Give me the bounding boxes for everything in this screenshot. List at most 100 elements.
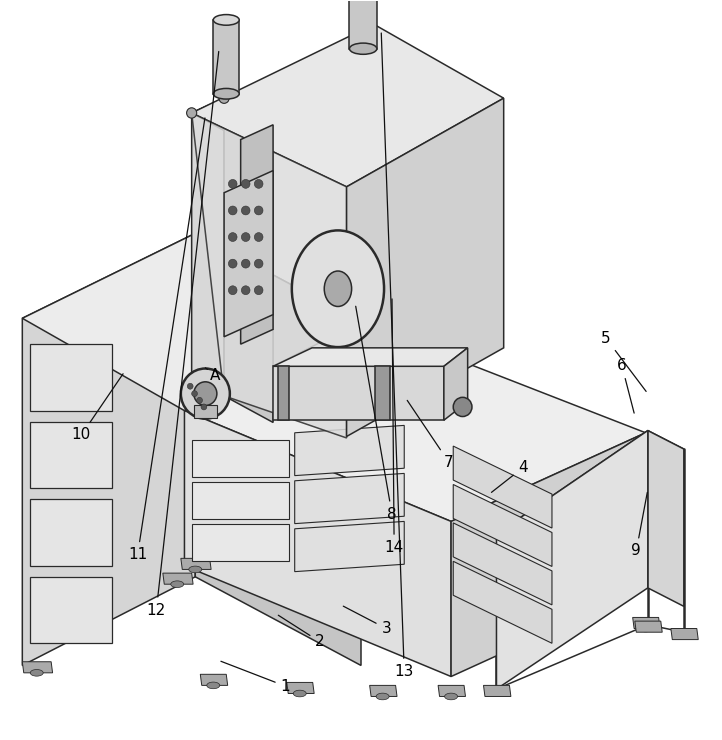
Circle shape: [254, 259, 263, 268]
Circle shape: [254, 179, 263, 188]
Circle shape: [241, 179, 250, 188]
Ellipse shape: [206, 682, 219, 689]
Polygon shape: [287, 682, 314, 693]
Ellipse shape: [376, 693, 389, 700]
Circle shape: [228, 232, 237, 241]
Polygon shape: [632, 617, 660, 628]
Polygon shape: [30, 500, 113, 566]
Circle shape: [228, 179, 237, 188]
Polygon shape: [224, 98, 273, 423]
Circle shape: [180, 369, 230, 419]
Polygon shape: [200, 674, 227, 685]
Polygon shape: [295, 474, 404, 524]
Text: 9: 9: [632, 492, 648, 559]
Polygon shape: [30, 344, 113, 411]
Text: 12: 12: [147, 52, 219, 618]
Polygon shape: [213, 20, 239, 94]
Polygon shape: [451, 433, 645, 676]
Text: 2: 2: [278, 615, 325, 649]
Text: 7: 7: [407, 400, 453, 470]
Polygon shape: [195, 233, 361, 665]
Polygon shape: [453, 485, 552, 567]
Text: 6: 6: [617, 358, 634, 413]
Ellipse shape: [349, 43, 377, 54]
Circle shape: [241, 286, 250, 295]
Text: 14: 14: [385, 299, 404, 555]
Polygon shape: [184, 411, 451, 676]
Polygon shape: [191, 24, 504, 186]
Polygon shape: [273, 366, 444, 420]
Polygon shape: [224, 171, 273, 337]
Circle shape: [191, 391, 197, 397]
Polygon shape: [278, 366, 289, 420]
Polygon shape: [295, 425, 404, 476]
Polygon shape: [22, 233, 361, 411]
Circle shape: [254, 206, 263, 215]
Circle shape: [193, 382, 217, 406]
Ellipse shape: [292, 230, 384, 347]
Text: 11: 11: [128, 118, 205, 562]
Ellipse shape: [171, 581, 183, 588]
Polygon shape: [191, 440, 289, 477]
Ellipse shape: [324, 271, 352, 306]
Circle shape: [201, 404, 206, 410]
Polygon shape: [635, 621, 662, 632]
Ellipse shape: [213, 89, 239, 99]
Text: 13: 13: [381, 33, 414, 679]
Ellipse shape: [639, 625, 652, 632]
Polygon shape: [163, 573, 193, 584]
Polygon shape: [295, 522, 404, 571]
Polygon shape: [30, 576, 113, 643]
Polygon shape: [22, 233, 195, 665]
Polygon shape: [240, 125, 273, 344]
Polygon shape: [497, 431, 648, 689]
Text: 4: 4: [492, 460, 528, 492]
Circle shape: [187, 383, 193, 389]
Text: 5: 5: [601, 331, 646, 391]
Text: 10: 10: [71, 374, 123, 443]
Circle shape: [196, 397, 202, 403]
Polygon shape: [191, 525, 289, 562]
Circle shape: [186, 108, 196, 118]
Polygon shape: [370, 685, 397, 696]
Polygon shape: [30, 422, 113, 488]
Polygon shape: [347, 98, 504, 437]
Circle shape: [219, 93, 229, 104]
Polygon shape: [453, 562, 552, 643]
Polygon shape: [191, 98, 224, 411]
Polygon shape: [349, 0, 377, 49]
Text: 3: 3: [343, 606, 391, 636]
Polygon shape: [193, 406, 217, 418]
Circle shape: [254, 232, 263, 241]
Circle shape: [241, 206, 250, 215]
Ellipse shape: [293, 690, 306, 697]
Polygon shape: [191, 113, 347, 438]
Polygon shape: [648, 431, 684, 606]
Text: 1: 1: [221, 662, 290, 693]
Polygon shape: [453, 446, 552, 528]
Circle shape: [219, 391, 229, 401]
Polygon shape: [497, 431, 684, 553]
Circle shape: [228, 206, 237, 215]
Polygon shape: [273, 348, 468, 366]
Ellipse shape: [188, 566, 201, 573]
Ellipse shape: [30, 670, 43, 676]
Polygon shape: [191, 482, 289, 519]
Polygon shape: [191, 98, 273, 140]
Polygon shape: [180, 559, 211, 569]
Polygon shape: [671, 628, 698, 639]
Circle shape: [453, 397, 472, 417]
Polygon shape: [438, 685, 466, 696]
Polygon shape: [453, 523, 552, 605]
Polygon shape: [184, 322, 645, 522]
Ellipse shape: [445, 693, 458, 700]
Circle shape: [241, 259, 250, 268]
Text: A: A: [205, 368, 221, 383]
Circle shape: [228, 286, 237, 295]
Circle shape: [241, 232, 250, 241]
Polygon shape: [22, 662, 53, 673]
Ellipse shape: [213, 15, 239, 25]
Polygon shape: [444, 348, 468, 420]
Polygon shape: [484, 685, 511, 696]
Text: 8: 8: [356, 306, 397, 522]
